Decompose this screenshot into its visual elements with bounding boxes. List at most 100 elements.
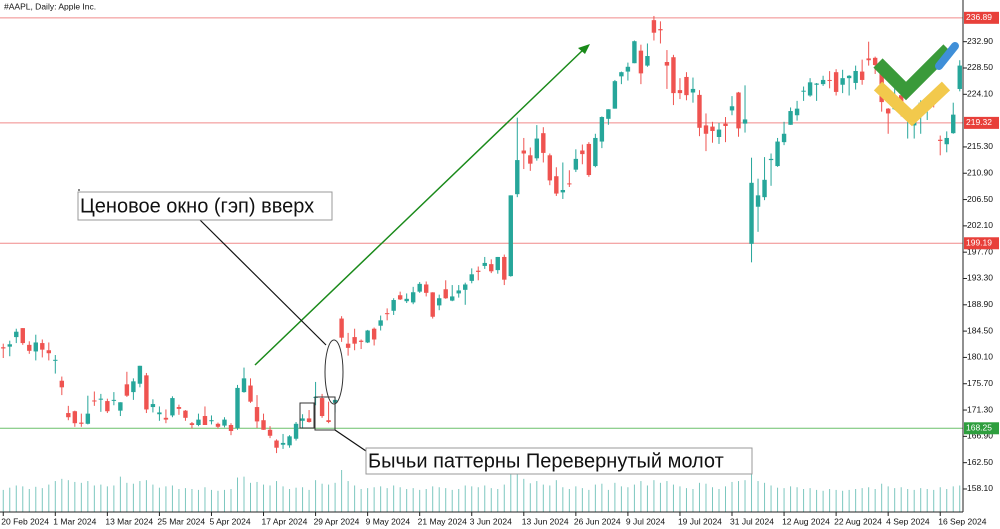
logo	[873, 42, 959, 127]
candle-body	[495, 256, 500, 271]
candle-body	[885, 108, 891, 114]
x-tick-label: 12 Aug 2024	[782, 516, 830, 526]
level-label: 199.19	[966, 238, 992, 248]
candle-body	[144, 375, 149, 410]
candle-body	[951, 114, 956, 134]
candle-body	[85, 413, 91, 424]
y-tick-label: 158.10	[967, 483, 993, 493]
candle-body	[593, 137, 598, 167]
x-tick-label: 3 Jun 2024	[470, 516, 512, 526]
candle-body	[92, 400, 97, 402]
candle-body	[560, 189, 566, 193]
candle-body	[79, 422, 84, 424]
candle-body	[40, 343, 45, 350]
candle-body	[98, 398, 104, 400]
callout-line	[334, 429, 367, 452]
candle-body	[528, 155, 533, 164]
candle-body	[469, 274, 474, 281]
candle-body	[762, 179, 767, 198]
candle-body	[105, 401, 110, 412]
candle-body	[645, 56, 650, 66]
level-label-box	[964, 422, 999, 435]
gap-ellipse	[324, 339, 344, 405]
x-tick-label: 21 May 2024	[418, 516, 467, 526]
candle-body	[677, 90, 683, 94]
x-tick-label: 9 Jul 2024	[626, 516, 665, 526]
chart-title: #AAPL, Daily: Apple Inc.	[4, 1, 96, 11]
arrow-head	[578, 44, 590, 54]
candle-body	[397, 295, 403, 300]
candle-body	[274, 440, 279, 448]
y-tick-label: 197.70	[967, 246, 993, 256]
level-label-box	[964, 11, 999, 24]
candle-body	[280, 442, 286, 445]
candle-body	[326, 420, 331, 423]
x-tick-label: 4 Sep 2024	[886, 516, 930, 526]
candle-layer	[1, 15, 962, 454]
x-tick-label: 9 May 2024	[366, 516, 411, 526]
x-tick-label: 13 Jun 2024	[522, 516, 569, 526]
candle-body	[690, 88, 696, 93]
y-tick-label: 166.90	[967, 431, 993, 441]
candle-body	[261, 420, 266, 430]
level-label: 236.89	[966, 12, 992, 22]
candle-body	[580, 150, 585, 155]
candle-body	[638, 50, 644, 74]
candle-body	[612, 81, 618, 109]
candle-body	[46, 350, 52, 354]
candle-body	[267, 429, 273, 436]
candle-body	[1, 347, 6, 349]
x-tick-label: 26 Jun 2024	[574, 516, 621, 526]
candle-body	[371, 328, 377, 340]
candle-body	[176, 407, 182, 409]
axis-layer: 158.10 162.50 166.90 171.30 175.70 180.10 184.…	[1, 11, 999, 526]
candle-body	[944, 137, 949, 145]
candle-body	[814, 83, 819, 85]
annotation: Ценовое окно (гэп) вверх	[80, 195, 314, 217]
y-tick-label: 215.30	[967, 141, 993, 151]
candle-body	[619, 72, 624, 77]
candle-body	[723, 123, 728, 126]
y-tick-label: 206.50	[967, 194, 993, 204]
candle-body	[254, 407, 260, 422]
x-tick-label: 17 Apr 2024	[262, 516, 308, 526]
candle-body	[840, 78, 845, 85]
candle-body	[768, 158, 774, 161]
candle-body	[287, 436, 292, 446]
y-tick-label: 228.50	[967, 62, 993, 72]
candle-body	[170, 398, 175, 416]
candle-body	[541, 133, 546, 153]
y-tick-label: 210.90	[967, 167, 993, 177]
candle-body	[749, 182, 754, 244]
candle-body	[534, 138, 540, 159]
candle-body	[248, 385, 253, 402]
candle-body	[20, 328, 25, 344]
candle-body	[658, 29, 663, 31]
candle-body	[671, 57, 676, 94]
x-tick-label: 31 Jul 2024	[730, 516, 774, 526]
candle-body	[872, 57, 878, 66]
level-layer	[0, 17, 963, 429]
level-label-box	[964, 116, 999, 129]
logo-yellow	[873, 81, 951, 127]
candle-body	[202, 416, 208, 425]
candle-body	[729, 106, 735, 111]
candle-body	[586, 143, 592, 176]
candle-body	[365, 330, 370, 343]
candle-body	[163, 417, 169, 420]
callout-line	[199, 219, 327, 346]
candle-body	[131, 381, 136, 393]
candle-body	[482, 262, 487, 266]
candle-body	[703, 125, 709, 134]
candle-body	[72, 411, 78, 424]
candle-body	[606, 109, 611, 119]
level-label-box	[964, 237, 999, 250]
candle-body	[228, 424, 234, 431]
candle-body	[807, 82, 813, 96]
candle-body	[859, 71, 865, 80]
candle-body	[157, 412, 162, 415]
candle-body	[404, 298, 409, 302]
candle-body	[716, 129, 722, 137]
y-tick-label: 188.90	[967, 299, 993, 309]
candle-body	[450, 296, 455, 301]
